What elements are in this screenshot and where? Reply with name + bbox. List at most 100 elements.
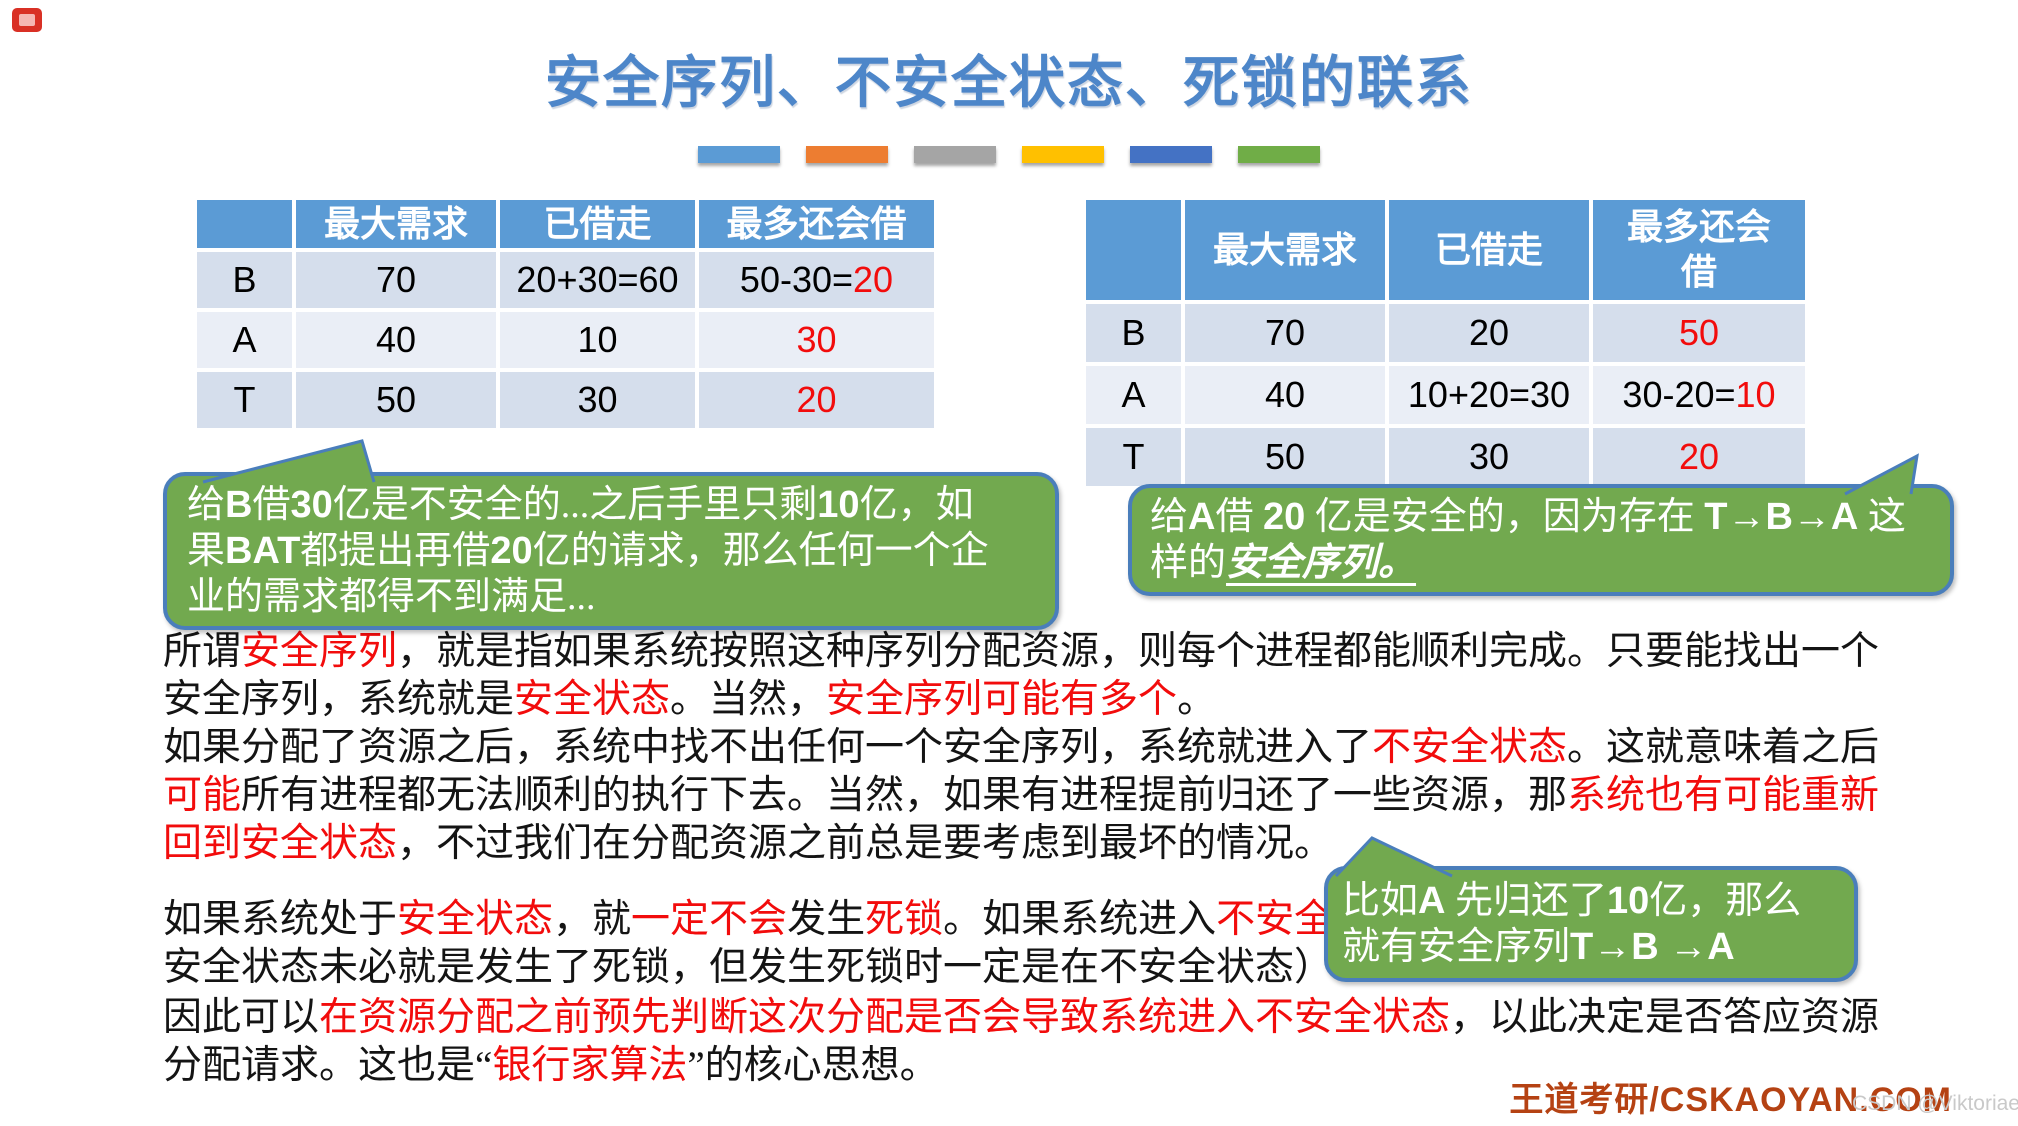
text-run: 所有进程都无法顺利的执行下去。当然，如果有进程提前归还了一些资源，那 [241,774,1568,817]
table-header-cell [197,200,292,248]
table-row: A 40 10 30 [197,312,934,368]
text-run: 20 [796,379,837,420]
table-row: T 50 30 20 [1086,428,1805,486]
text-run: ，就 [553,898,632,941]
text-run: 业的需求都得不到满足... [187,576,596,618]
text-run: 。如果系统进入 [943,898,1217,941]
text-run: 所谓 [163,630,242,673]
table-cell: 70 [1185,304,1385,362]
text-run: 如果系统处于 [163,898,398,941]
table-cell: 20+30=60 [500,252,695,308]
table-cell: 10+20=30 [1389,366,1589,424]
text-run: 。这就意味着之后 [1567,726,1880,769]
table-header-cell: 最大需求 [296,200,496,248]
text-run: 安全状态 [397,898,554,941]
table-cell: 30 [699,312,934,368]
divider-bar [1022,146,1104,163]
text-run: 先归还了 [1445,880,1607,922]
text-run: ，就是指如果系统按照这种序列分配资源，则每个进程都能顺利完成。只要能找出一个 [397,630,1880,673]
row-label-cell: T [1086,428,1181,486]
table-header-row: 最大需求 已借走 最多还会借 [197,200,934,248]
text-run: ，不过我们在分配资源之前总是要考虑到最坏的情况。 [397,822,1334,865]
text-run: ”的核心思想。 [687,1044,939,1087]
text-run: 10 [1606,880,1650,922]
table-cell: 30 [500,372,695,428]
table-cell: 50 [1185,428,1385,486]
text-run: 亿是不安全的...之后手里只剩 [332,484,818,526]
text-run: 给 [187,484,226,526]
text-run: 10 [1735,374,1776,415]
text-run: A [1188,496,1216,538]
table-safe-scenario: 最大需求 已借走 最多还会 借 B 70 20 50 A 40 10+20=30 30-20=10 T… [1082,196,1809,490]
table-header-cell: 已借走 [500,200,695,248]
text-run: 安全状态未必就是发生了死锁，但发生死锁时一定是在不安全状态） [163,946,1334,989]
text-run: 30 [796,319,837,360]
callout-unsafe-bubble: 给B借30亿是不安全的...之后手里只剩10亿，如 果BAT都提出再借20亿的请求… [163,472,1059,630]
text-run: 70 [1264,312,1306,353]
table-cell: 20 [699,372,934,428]
text-run: 安全序列 [241,630,398,673]
table-header-cell: 最大需求 [1185,200,1385,300]
text-run: 。 [1177,678,1217,721]
text-run: A [1418,880,1446,922]
table-unsafe-scenario: 最大需求 已借走 最多还会借 B 70 20+30=60 50-30=20 A 40 10 30 T 5… [193,196,938,432]
text-run: 10 [577,319,618,360]
divider-bar [698,146,780,163]
table-cell: 10 [500,312,695,368]
table-cell: 50-30=20 [699,252,934,308]
text-run: 就有安全序列 [1342,926,1571,968]
row-label-cell: A [1086,366,1181,424]
text-run: 20 [853,259,894,300]
table-header-cell: 最多还会 借 [1593,200,1805,300]
paragraph-bankers-algorithm: 因此可以在资源分配之前预先判断这次分配是否会导致系统进入不安全状态，以此决定是否… [163,994,1931,1090]
table-header-cell [1086,200,1181,300]
table-cell: 30 [1389,428,1589,486]
table-cell: 50 [1593,304,1805,362]
text-run: 发生 [787,898,866,941]
title-divider-bars [698,146,1320,163]
divider-bar [806,146,888,163]
text-run: 20 [1678,436,1720,477]
text-run: 安全序列，系统就是 [163,678,515,721]
divider-bar [1130,146,1212,163]
text-run: 30 [577,379,618,420]
row-label-cell: B [197,252,292,308]
text-run: 50 [1678,312,1720,353]
text-run: 借 [1215,496,1263,538]
table-row: A 40 10+20=30 30-20=10 [1086,366,1805,424]
divider-bar [1238,146,1320,163]
text-run: 如果分配了资源之后，系统中找不出任何一个安全序列，系统就进入了 [163,726,1373,769]
text-run: 70 [375,259,417,300]
text-run: T→B→A [1704,496,1859,538]
text-run: 50 [375,379,417,420]
callout-safe-bubble: 给A借 20 亿是安全的，因为存在 T→B→A 这样的安全序列。 [1128,484,1954,596]
text-run: 亿，那么 [1649,880,1802,922]
row-label-cell: B [1086,304,1181,362]
text-run: 安全序列。 [1226,542,1417,584]
text-run: 不安全 [1216,898,1334,941]
paragraph-unsafe-state: 如果分配了资源之后，系统中找不出任何一个安全序列，系统就进入了不安全状态。这就意… [163,724,1931,868]
text-run: 一定不会 [631,898,788,941]
text-run: 样的 [1150,542,1227,584]
divider-bar [914,146,996,163]
table-cell: 30-20=10 [1593,366,1805,424]
text-run: 死锁 [865,898,944,941]
table-cell: 40 [1185,366,1385,424]
text-run: 40 [375,319,417,360]
text-run: 比如 [1342,880,1419,922]
corner-logo-icon [12,8,42,32]
text-run: 因此可以 [163,996,320,1039]
text-run: 回到安全状态 [163,822,398,865]
text-run: 借 [252,484,291,526]
text-run: B [225,484,253,526]
text-run: 可能 [163,774,242,817]
table-header-cell: 已借走 [1389,200,1589,300]
csdn-watermark: CSDN @Viktoriae [1852,1092,2018,1115]
paragraph-safe-sequence: 所谓安全序列，就是指如果系统按照这种序列分配资源，则每个进程都能顺利完成。只要能… [163,628,1931,724]
text-run: 不安全状态 [1372,726,1568,769]
text-run: 分配请求。这也是“ [163,1044,493,1087]
text-run: 亿，如 [859,484,974,526]
text-run: BAT [225,530,301,572]
table-header-cell: 最多还会借 [699,200,934,248]
